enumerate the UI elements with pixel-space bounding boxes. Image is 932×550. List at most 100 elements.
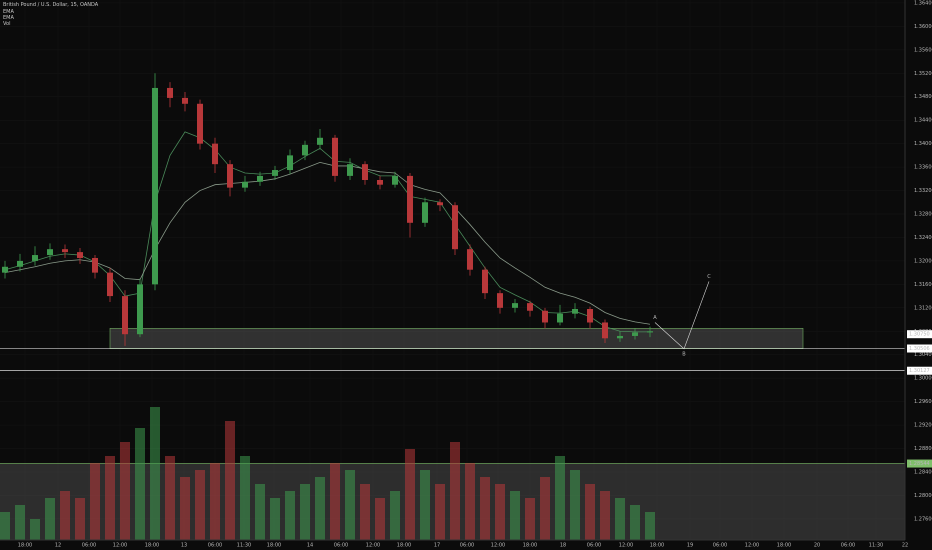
- volume-bar: [120, 442, 130, 540]
- candle-body: [32, 255, 38, 261]
- candle-body: [242, 181, 248, 188]
- candle-body: [62, 249, 68, 253]
- y-tick-label: 1.33200: [914, 188, 932, 194]
- candle-body: [272, 170, 278, 176]
- candle-body: [587, 308, 593, 323]
- volume-bar: [255, 484, 265, 540]
- candle-body: [647, 331, 653, 333]
- candle-body: [632, 332, 638, 336]
- candle-body: [392, 175, 398, 185]
- volume-bar: [90, 463, 100, 540]
- candle-body: [362, 164, 368, 180]
- volume-bar: [180, 477, 190, 540]
- x-tick-label: 14: [307, 543, 313, 549]
- volume-bar: [210, 463, 220, 540]
- y-tick-label: 1.30400: [914, 352, 932, 358]
- wave-label: B: [682, 351, 686, 357]
- volume-bar: [45, 498, 55, 540]
- volume-bar: [525, 498, 535, 540]
- y-tick-label: 1.34800: [914, 94, 932, 100]
- volume-bar: [630, 505, 640, 540]
- volume-bar: [30, 519, 40, 540]
- volume-bar: [300, 484, 310, 540]
- volume-bar: [495, 484, 505, 540]
- x-tick-label: 17: [434, 543, 440, 549]
- y-tick-label: 1.28000: [914, 493, 932, 499]
- x-tick-label: 06:00: [713, 543, 727, 549]
- x-tick-label: 11:30: [237, 543, 251, 549]
- price-label: 1.30506: [909, 346, 930, 352]
- x-tick-label: 18:00: [267, 543, 281, 549]
- y-tick-label: 1.29600: [914, 399, 932, 405]
- volume-bar: [150, 407, 160, 540]
- zone-box: [109, 328, 804, 349]
- candle-body: [317, 137, 323, 145]
- indicator-label: EMA: [3, 9, 14, 15]
- volume-bar: [165, 456, 175, 540]
- candle-body: [497, 293, 503, 308]
- x-tick-label: 12:00: [366, 543, 380, 549]
- volume-bar: [330, 463, 340, 540]
- price-label: 1.30750: [909, 332, 930, 338]
- candle-body: [152, 87, 158, 285]
- volume-bar: [645, 512, 655, 540]
- candle-body: [92, 257, 98, 273]
- volume-bar: [360, 484, 370, 540]
- volume-bar: [315, 477, 325, 540]
- volume-bar: [390, 491, 400, 540]
- volume-bar: [510, 491, 520, 540]
- volume-bar: [375, 498, 385, 540]
- volume-bar: [540, 477, 550, 540]
- candle-body: [347, 164, 353, 176]
- y-tick-label: 1.31200: [914, 305, 932, 311]
- x-tick-label: 06:00: [587, 543, 601, 549]
- price-label-box: [907, 459, 932, 468]
- x-tick-label: 18:00: [523, 543, 537, 549]
- candle-body: [512, 303, 518, 308]
- volume-bar: [570, 470, 580, 540]
- x-tick-label: 18:00: [18, 543, 32, 549]
- x-tick-label: 18:00: [397, 543, 411, 549]
- y-tick-label: 1.31600: [914, 282, 932, 288]
- volume-bar: [60, 491, 70, 540]
- volume-bar: [585, 484, 595, 540]
- candle-body: [437, 202, 443, 206]
- ema-line: [4, 161, 651, 325]
- plot: [0, 73, 905, 540]
- x-tick-label: 12: [55, 543, 61, 549]
- volume-bar: [465, 463, 475, 540]
- volume-bar: [450, 442, 460, 540]
- price-label-box: [907, 330, 932, 339]
- candle-body: [467, 249, 473, 270]
- indicator-label: EMA: [3, 15, 14, 21]
- x-tick-label: 06:00: [841, 543, 855, 549]
- volume-bar: [75, 498, 85, 540]
- candle-body: [542, 310, 548, 323]
- candle-body: [122, 296, 128, 335]
- volume-bar: [270, 498, 280, 540]
- price-label-box: [907, 366, 932, 375]
- x-tick-label: 18:00: [650, 543, 664, 549]
- x-tick-label: 20: [814, 543, 820, 549]
- candle-body: [47, 249, 53, 256]
- x-tick-label: 13: [181, 543, 187, 549]
- volume-bar: [105, 456, 115, 540]
- candle-body: [482, 269, 488, 294]
- volume-bar: [135, 428, 145, 540]
- y-tick-label: 1.28800: [914, 446, 932, 452]
- candle-body: [137, 284, 143, 335]
- candle-body: [17, 260, 23, 267]
- y-tick-label: 1.28400: [914, 469, 932, 475]
- x-tick-label: 06:00: [334, 543, 348, 549]
- y-tick-label: 1.36000: [914, 24, 932, 30]
- y-tick-label: 1.35200: [914, 71, 932, 77]
- volume-bar: [480, 477, 490, 540]
- candle-body: [287, 155, 293, 171]
- y-tick-label: 1.32000: [914, 258, 932, 264]
- price-label: 1.30127: [909, 368, 930, 374]
- candle-body: [407, 175, 413, 223]
- volume-bar: [195, 470, 205, 540]
- x-tick-label: 19: [687, 543, 693, 549]
- candle-body: [77, 252, 83, 258]
